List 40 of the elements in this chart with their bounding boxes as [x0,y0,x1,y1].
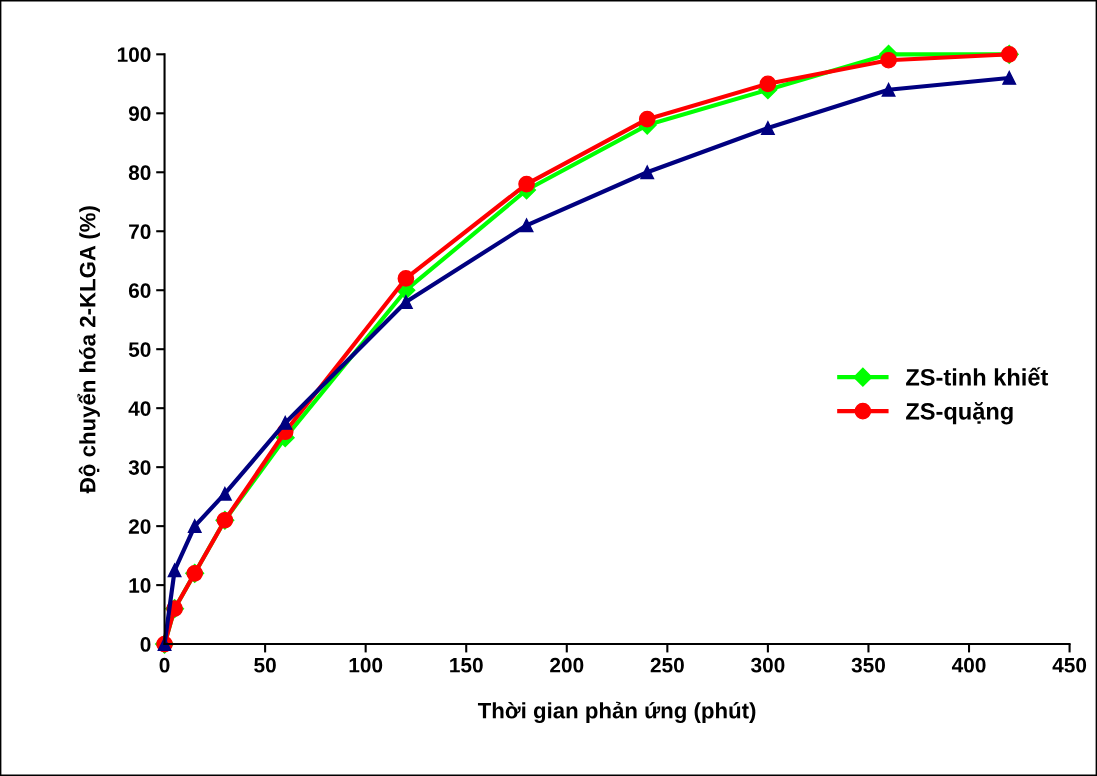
point [519,218,534,233]
point [278,415,293,430]
point [881,82,896,97]
point [187,519,202,534]
x-axis-title: Thời gian phản ứng (phút) [477,701,756,724]
point [640,165,655,180]
x-tick-label: 50 [254,657,276,673]
x-tick-label: 100 [349,657,383,673]
x-tick-label: 350 [851,657,885,673]
y-tick-label: 20 [128,519,151,534]
y-tick-label: 90 [128,106,151,122]
legend-label: ZS-quặng [906,402,1013,425]
y-tick-label: 60 [128,283,151,298]
x-tick-label: 250 [650,657,684,673]
x-tick-label: 200 [550,657,584,673]
point [1002,70,1017,85]
x-tick-label: 300 [751,657,785,673]
point [518,175,535,193]
x-tick-label: 400 [951,657,986,673]
point [638,110,656,128]
y-tick-label: 50 [128,342,151,357]
point [759,75,777,93]
point [880,51,897,69]
point [398,295,413,309]
y-tick-label: 30 [128,460,151,475]
point [167,563,182,578]
point [217,486,232,501]
y-tick-label: 80 [128,165,151,181]
point [397,270,415,287]
x-tick-label: 0 [159,657,170,673]
y-tick-label: 40 [128,401,151,416]
x-tick-label: 450 [1052,657,1087,673]
y-tick-label: 10 [129,578,151,593]
x-tick-label: 150 [450,657,483,673]
y-tick-label: 0 [140,637,151,652]
y-axis-title: Độ chuyển hóa 2-KLGA (%) [77,206,100,494]
y-tick-label: 100 [117,47,151,63]
y-tick-label: 70 [129,224,151,239]
legend-label: ZS-tinh khiết [906,367,1049,386]
point [760,121,775,135]
